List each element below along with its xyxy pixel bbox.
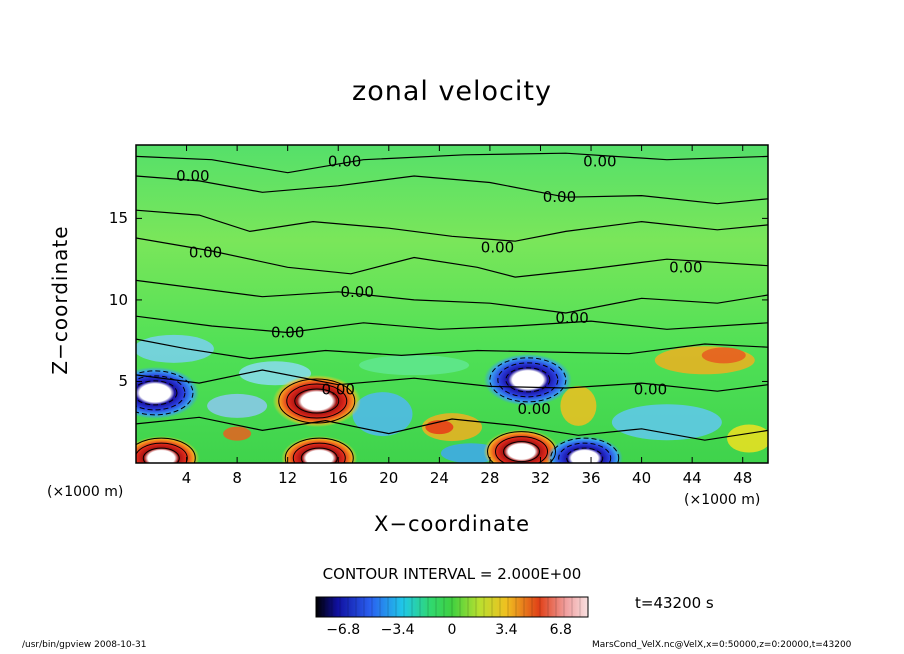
x-tick-label: 24 bbox=[429, 469, 449, 487]
negative-extremum bbox=[136, 366, 199, 419]
field-band bbox=[701, 347, 746, 364]
x-tick-label: 16 bbox=[328, 469, 348, 487]
contour-label: 0.00 bbox=[189, 244, 222, 262]
negative-extremum bbox=[546, 436, 623, 463]
y-tick-label: 15 bbox=[108, 209, 128, 228]
negative-extremum bbox=[483, 353, 572, 406]
contour-line bbox=[136, 175, 768, 205]
contour-label: 0.00 bbox=[328, 152, 361, 170]
extremum-contour bbox=[487, 431, 557, 463]
extremum-contour bbox=[495, 436, 549, 463]
contour-label: 0.00 bbox=[583, 152, 616, 170]
extremum-contour bbox=[136, 437, 196, 463]
positive-extremum bbox=[483, 429, 560, 463]
x-tick-label: 40 bbox=[632, 469, 652, 487]
x-tick-label: 44 bbox=[682, 469, 702, 487]
x-tick-label: 48 bbox=[733, 469, 753, 487]
extremum-contour bbox=[300, 447, 338, 463]
contour-label: 0.00 bbox=[481, 239, 514, 257]
colorbar-tick-label: 3.4 bbox=[495, 622, 518, 638]
field-band bbox=[560, 385, 597, 426]
contour-line bbox=[136, 338, 768, 360]
field-band bbox=[207, 393, 268, 418]
field-band bbox=[223, 426, 252, 441]
time-label: t=43200 s bbox=[635, 594, 714, 612]
contour-label: 0.00 bbox=[634, 381, 667, 399]
y-tick-label: 5 bbox=[118, 372, 128, 391]
field-band bbox=[352, 392, 413, 437]
x-unit-left: (×1000 m) bbox=[47, 484, 124, 500]
x-tick-label: 8 bbox=[232, 469, 242, 487]
extremum-contour bbox=[503, 441, 541, 463]
extremum-contour bbox=[136, 442, 188, 463]
extremum-contour bbox=[278, 378, 356, 424]
x-tick-label: 4 bbox=[181, 469, 192, 487]
field-band bbox=[611, 404, 722, 441]
contour-line bbox=[136, 315, 768, 334]
contour-interval-text: CONTOUR INTERVAL = 2.000E+00 bbox=[322, 565, 582, 583]
contour-label: 0.00 bbox=[543, 188, 576, 206]
contour-line bbox=[136, 209, 768, 242]
y-tick-label: 10 bbox=[108, 290, 128, 309]
contour-line bbox=[136, 152, 768, 174]
extremum-contour bbox=[136, 370, 194, 416]
extremum-contour bbox=[136, 375, 186, 411]
contour-label: 0.00 bbox=[340, 283, 373, 301]
extremum-contour bbox=[558, 442, 612, 463]
x-tick-label: 12 bbox=[278, 469, 298, 487]
x-tick-label: 32 bbox=[530, 469, 551, 487]
x-tick-label: 20 bbox=[379, 469, 399, 487]
extremum-contour bbox=[286, 383, 348, 419]
contour-label: 0.00 bbox=[322, 381, 355, 399]
footer-right: MarsCond_VelX.nc@VelX,x=0:50000,z=0:2000… bbox=[592, 640, 852, 650]
contour-line bbox=[136, 237, 768, 278]
chart-title: zonal velocity bbox=[352, 76, 552, 107]
extremum-contour bbox=[284, 437, 354, 463]
contour-label: 0.00 bbox=[669, 258, 702, 276]
extremum-contour bbox=[497, 362, 559, 398]
x-tick-label: 36 bbox=[581, 469, 601, 487]
extremum-contour bbox=[294, 388, 340, 414]
positive-extremum bbox=[281, 436, 358, 463]
colorbar-tick-label: 0 bbox=[447, 622, 457, 638]
x-unit-right: (×1000 m) bbox=[684, 492, 761, 508]
contour-label: 0.00 bbox=[271, 324, 304, 342]
plot-frame bbox=[135, 144, 769, 464]
footer-left: /usr/bin/gpview 2008-10-31 bbox=[22, 640, 147, 650]
extremum-contour bbox=[489, 357, 567, 403]
field-band bbox=[359, 355, 470, 376]
field-band bbox=[727, 424, 768, 453]
colorbar-tick-label: −3.4 bbox=[380, 622, 415, 638]
extremum-contour bbox=[505, 367, 551, 393]
contour-label: 0.00 bbox=[176, 167, 209, 185]
x-axis-label: X−coordinate bbox=[374, 512, 530, 536]
contour-label: 0.00 bbox=[555, 309, 588, 327]
contour-line bbox=[136, 279, 768, 314]
x-tick-label: 28 bbox=[480, 469, 500, 487]
positive-extremum bbox=[272, 375, 361, 428]
extremum-contour bbox=[142, 447, 180, 463]
extremum-contour bbox=[566, 447, 604, 463]
extremum-contour bbox=[550, 437, 620, 463]
field-band bbox=[136, 334, 214, 363]
colorbar-tick-label: −6.8 bbox=[326, 622, 361, 638]
extremum-contour bbox=[136, 380, 178, 406]
contour-line bbox=[136, 416, 768, 441]
contour-label: 0.00 bbox=[517, 400, 550, 418]
extremum-contour bbox=[292, 442, 346, 463]
colorbar-tick-label: 6.8 bbox=[549, 622, 572, 638]
colorbar bbox=[315, 596, 589, 618]
contour-line bbox=[136, 369, 768, 392]
